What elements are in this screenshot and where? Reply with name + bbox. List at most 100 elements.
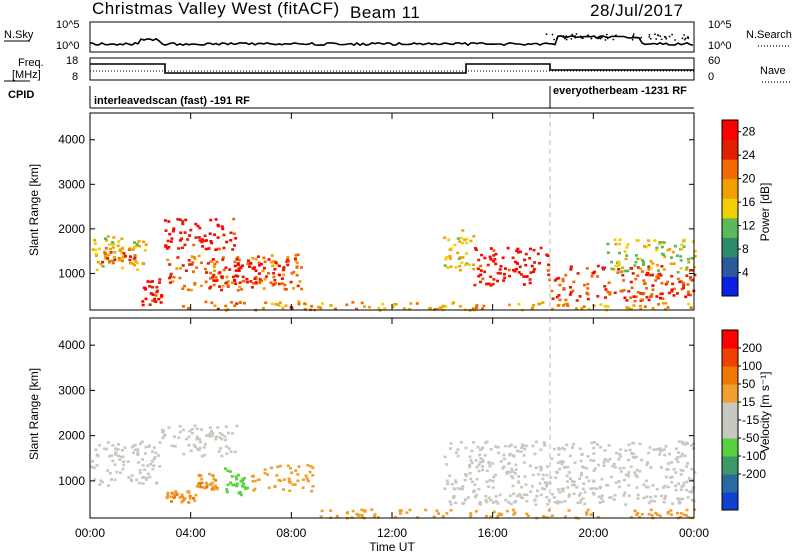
heatmap-cell <box>186 288 190 292</box>
heatmap-cell <box>602 461 606 464</box>
heatmap-cell <box>476 267 480 271</box>
heatmap-cell <box>252 267 256 270</box>
heatmap-cell <box>573 461 577 464</box>
heatmap-cell <box>614 481 618 484</box>
heatmap-cell <box>210 430 213 433</box>
heatmap-cell <box>224 304 228 308</box>
heatmap-cell <box>187 443 191 447</box>
heatmap-cell <box>661 297 665 300</box>
heatmap-cell <box>286 263 290 267</box>
heatmap-cell <box>676 292 679 295</box>
heatmap-cell <box>166 258 170 262</box>
heatmap-cell <box>524 444 528 448</box>
heatmap-cell <box>680 485 684 488</box>
heatmap-cell <box>647 243 651 247</box>
heatmap-cell <box>178 430 182 434</box>
heatmap-cell <box>586 287 590 290</box>
heatmap-cell <box>679 455 683 458</box>
heatmap-cell <box>569 290 573 294</box>
heatmap-cell <box>135 478 139 481</box>
heatmap-cell <box>122 460 126 463</box>
heatmap-cell <box>192 270 195 273</box>
heatmap-cell <box>598 501 602 504</box>
noise-search-point <box>565 35 568 38</box>
heatmap-cell <box>454 451 458 454</box>
heatmap-cell <box>208 435 212 438</box>
heatmap-cell <box>538 465 542 469</box>
heatmap-cell <box>626 458 630 462</box>
heatmap-cell <box>552 496 556 499</box>
heatmap-cell <box>237 263 240 267</box>
heatmap-cell <box>303 302 307 305</box>
heatmap-cell <box>681 440 684 444</box>
heatmap-cell <box>461 241 464 245</box>
heatmap-cell <box>104 246 108 250</box>
heatmap-cell <box>254 281 258 284</box>
heatmap-cell <box>583 502 587 506</box>
heatmap-cell <box>242 476 246 480</box>
heatmap-cell <box>383 307 387 310</box>
heatmap-cell <box>180 495 184 498</box>
heatmap-cell <box>464 474 468 477</box>
heatmap-cell <box>113 258 117 262</box>
heatmap-cell <box>592 304 596 308</box>
heatmap-cell <box>636 497 640 500</box>
heatmap-cell <box>188 429 192 433</box>
heatmap-cell <box>275 263 279 266</box>
heatmap-cell <box>208 426 212 429</box>
heatmap-cell <box>304 474 308 477</box>
heatmap-cell <box>287 477 291 481</box>
heatmap-cell <box>210 301 214 305</box>
heatmap-cell <box>152 446 156 449</box>
heatmap-cell <box>282 478 286 481</box>
heatmap-cell <box>627 471 631 474</box>
heatmap-cell <box>677 440 681 443</box>
heatmap-cell <box>626 473 630 477</box>
heatmap-cell <box>656 513 660 516</box>
heatmap-cell <box>246 262 250 266</box>
heatmap-cell <box>596 264 600 268</box>
heatmap-cell <box>181 220 185 223</box>
heatmap-cell <box>619 289 623 293</box>
colorbar-segment <box>722 492 738 511</box>
heatmap-cell <box>630 308 633 311</box>
heatmap-cell <box>203 239 206 243</box>
heatmap-cell <box>526 514 530 518</box>
heatmap-cell <box>587 479 591 483</box>
heatmap-cell <box>558 298 562 302</box>
heatmap-cell <box>498 272 502 275</box>
heatmap-cell <box>108 471 112 475</box>
heatmap-cell <box>153 297 157 301</box>
heatmap-cell <box>193 257 197 260</box>
heatmap-cell <box>143 249 147 252</box>
heatmap-cell <box>245 277 249 281</box>
heatmap-cell <box>445 463 449 466</box>
heatmap-cell <box>687 293 691 296</box>
heatmap-cell <box>516 449 520 453</box>
heatmap-cell <box>217 450 221 453</box>
heatmap-cell <box>629 296 633 299</box>
heatmap-cell <box>478 448 482 452</box>
heatmap-cell <box>519 450 523 453</box>
heatmap-cell <box>180 246 184 250</box>
heatmap-cell <box>463 238 467 242</box>
heatmap-cell <box>494 445 498 448</box>
heatmap-cell <box>642 279 646 282</box>
heatmap-cell <box>276 303 280 306</box>
heatmap-cell <box>444 305 448 308</box>
noise-search-point <box>574 35 576 37</box>
heatmap-cell <box>156 289 160 293</box>
heatmap-cell <box>474 248 478 251</box>
heatmap-cell <box>593 440 597 444</box>
heatmap-cell <box>491 259 495 263</box>
heatmap-cell <box>164 245 168 248</box>
heatmap-cell <box>626 269 630 273</box>
heatmap-cell <box>606 290 610 294</box>
heatmap-cell <box>651 262 655 265</box>
heatmap-cell <box>187 435 191 439</box>
heatmap-cell <box>230 281 234 285</box>
heatmap-cell <box>233 264 237 268</box>
heatmap-cell <box>133 254 137 257</box>
heatmap-cell <box>469 477 473 481</box>
